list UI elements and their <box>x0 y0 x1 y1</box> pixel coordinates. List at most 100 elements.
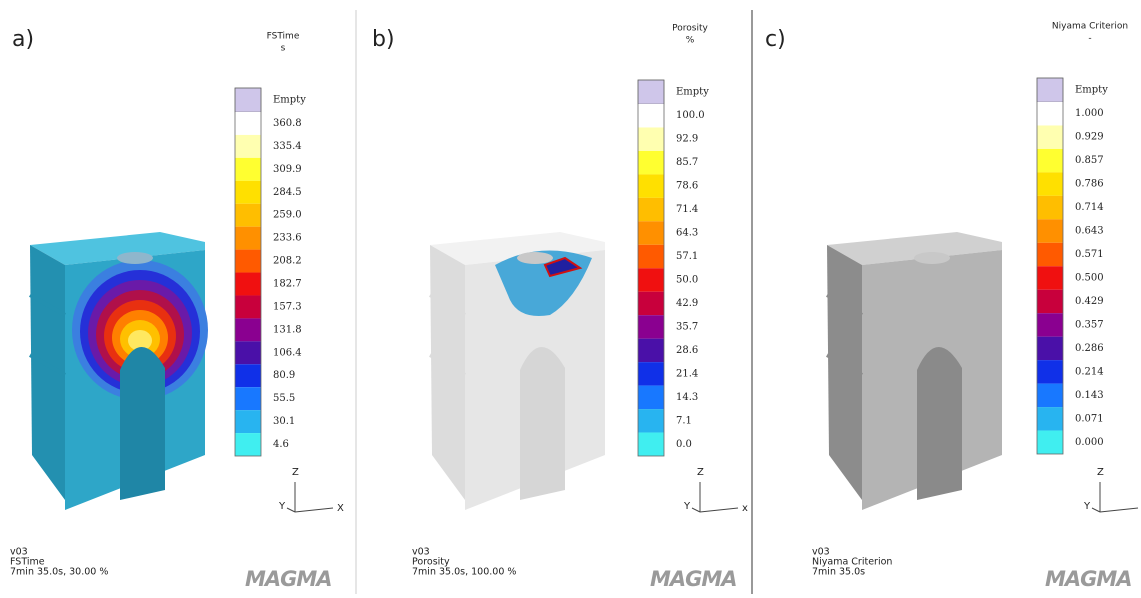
axis-y <box>287 508 295 512</box>
part-hole <box>914 252 950 264</box>
legend-swatch <box>1037 407 1063 430</box>
legend-tick-label: 14.3 <box>676 392 698 403</box>
legend-tick-label: 0.643 <box>1075 226 1104 237</box>
panel-label: b) <box>372 27 395 52</box>
legend-swatch <box>638 151 664 174</box>
legend-swatch <box>235 295 261 318</box>
legend-tick-label: 0.000 <box>1075 437 1104 448</box>
legend-swatch <box>638 386 664 409</box>
legend-swatch <box>235 112 261 135</box>
legend-swatch <box>1037 337 1063 360</box>
legend-tick-label: 360.8 <box>273 118 302 129</box>
legend-swatch <box>1037 196 1063 219</box>
legend-empty-label: Empty <box>1075 85 1108 96</box>
footer-line: 7min 35.0s <box>812 567 865 578</box>
legend-tick-label: 1.000 <box>1075 108 1104 119</box>
legend-tick-label: 7.1 <box>676 415 692 426</box>
figure: a)FSTimesEmpty360.8335.4309.9284.5259.02… <box>0 0 1141 594</box>
legend-swatch <box>1037 243 1063 266</box>
legend-swatch <box>638 339 664 362</box>
legend-tick-label: 182.7 <box>273 279 302 290</box>
axis-y-label: Y <box>683 501 691 512</box>
part-hole <box>517 252 553 264</box>
axis-x <box>700 508 738 512</box>
axis-z-label: Z <box>292 467 299 478</box>
legend-swatch <box>638 198 664 221</box>
legend-swatch <box>1037 360 1063 383</box>
legend-title: Porosity <box>672 24 708 34</box>
legend-tick-label: 106.4 <box>273 347 302 358</box>
legend-empty-swatch <box>1037 78 1063 102</box>
legend-tick-label: 50.0 <box>676 275 698 286</box>
panel-label: c) <box>765 27 786 52</box>
legend-tick-label: 92.9 <box>676 134 698 145</box>
legend-tick-label: 0.929 <box>1075 132 1104 143</box>
legend-swatch <box>638 292 664 315</box>
axis-y <box>692 508 700 512</box>
legend-swatch <box>638 221 664 244</box>
legend-tick-label: 35.7 <box>676 321 698 332</box>
legend-tick-label: 0.857 <box>1075 155 1104 166</box>
legend-unit: - <box>1088 34 1091 44</box>
axis-x <box>295 508 333 512</box>
legend-swatch <box>1037 313 1063 336</box>
legend-swatch <box>235 364 261 387</box>
footer-line: 7min 35.0s, 30.00 % <box>10 567 108 578</box>
legend-swatch <box>235 318 261 341</box>
legend-title: Niyama Criterion <box>1052 22 1128 32</box>
legend-unit: % <box>686 36 695 46</box>
legend-tick-label: 0.786 <box>1075 179 1104 190</box>
logo: MAGMA <box>1045 567 1132 591</box>
legend-swatch <box>235 433 261 456</box>
legend-tick-label: 64.3 <box>676 228 698 239</box>
legend-tick-label: 131.8 <box>273 324 302 335</box>
legend-tick-label: 335.4 <box>273 141 302 152</box>
legend-swatch <box>235 227 261 250</box>
legend-empty-label: Empty <box>676 87 709 98</box>
axis-y <box>1092 508 1100 512</box>
legend-swatch <box>235 387 261 410</box>
legend-swatch <box>1037 149 1063 172</box>
legend-unit: s <box>281 44 286 54</box>
legend-tick-label: 100.0 <box>676 110 705 121</box>
legend-swatch <box>638 409 664 432</box>
legend-swatch <box>638 268 664 291</box>
legend-swatch <box>235 204 261 227</box>
legend-tick-label: 0.214 <box>1075 366 1104 377</box>
legend-swatch <box>638 174 664 197</box>
axis-z-label: Z <box>697 467 704 478</box>
part-arch <box>120 347 165 500</box>
legend-tick-label: 85.7 <box>676 157 698 168</box>
axis-y-label: Y <box>278 501 286 512</box>
legend-swatch <box>235 158 261 181</box>
logo: MAGMA <box>245 567 332 591</box>
legend-tick-label: 0.571 <box>1075 249 1104 260</box>
legend-swatch <box>235 135 261 158</box>
axis-x <box>1100 508 1138 512</box>
legend-swatch <box>235 341 261 364</box>
axis-x-label: X <box>337 503 344 514</box>
legend-tick-label: 0.500 <box>1075 273 1104 284</box>
legend-swatch <box>638 245 664 268</box>
axis-y-label: Y <box>1083 501 1091 512</box>
legend-tick-label: 80.9 <box>273 370 295 381</box>
legend-swatch <box>1037 384 1063 407</box>
panel-label: a) <box>12 27 34 52</box>
axis-z-label: Z <box>1097 467 1104 478</box>
legend-swatch <box>1037 125 1063 148</box>
legend-swatch <box>1037 219 1063 242</box>
legend-tick-label: 208.2 <box>273 256 302 267</box>
legend-tick-label: 0.071 <box>1075 413 1104 424</box>
legend-tick-label: 259.0 <box>273 210 302 221</box>
legend-empty-swatch <box>235 88 261 112</box>
legend-tick-label: 0.143 <box>1075 390 1104 401</box>
legend-tick-label: 42.9 <box>676 298 698 309</box>
legend-tick-label: 309.9 <box>273 164 302 175</box>
legend-tick-label: 4.6 <box>273 439 289 450</box>
part-arch <box>917 347 962 500</box>
result-panel: b)Porosity%Empty100.092.985.778.671.464.… <box>372 24 748 592</box>
legend-swatch <box>1037 290 1063 313</box>
legend-swatch <box>1037 172 1063 195</box>
legend-empty-label: Empty <box>273 95 306 106</box>
legend-swatch <box>1037 102 1063 125</box>
